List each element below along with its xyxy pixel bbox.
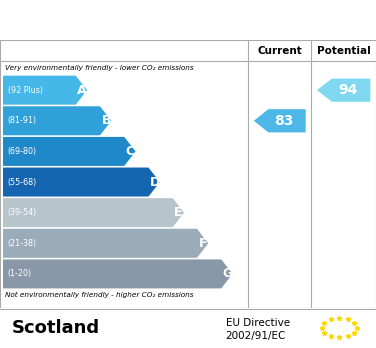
Text: (92 Plus): (92 Plus) bbox=[8, 86, 42, 95]
Text: (21-38): (21-38) bbox=[8, 239, 36, 248]
Text: F: F bbox=[199, 237, 207, 250]
Text: G: G bbox=[223, 267, 233, 280]
Text: E: E bbox=[174, 206, 183, 219]
Text: Environmental Impact (CO₂) Rating: Environmental Impact (CO₂) Rating bbox=[43, 13, 333, 27]
Text: C: C bbox=[126, 145, 135, 158]
Text: EU Directive: EU Directive bbox=[226, 318, 290, 328]
Text: (69-80): (69-80) bbox=[8, 147, 36, 156]
Text: Very environmentally friendly - lower CO₂ emissions: Very environmentally friendly - lower CO… bbox=[5, 65, 193, 71]
Text: (39-54): (39-54) bbox=[8, 208, 37, 217]
Text: Current: Current bbox=[257, 46, 302, 56]
Text: Potential: Potential bbox=[317, 46, 370, 56]
Polygon shape bbox=[3, 229, 208, 258]
Text: (1-20): (1-20) bbox=[8, 269, 32, 278]
Text: (81-91): (81-91) bbox=[8, 116, 36, 125]
Text: (55-68): (55-68) bbox=[8, 177, 37, 187]
Text: 94: 94 bbox=[338, 83, 358, 97]
Text: Not environmentally friendly - higher CO₂ emissions: Not environmentally friendly - higher CO… bbox=[5, 292, 193, 298]
Polygon shape bbox=[317, 79, 370, 102]
Polygon shape bbox=[3, 259, 232, 288]
Text: Scotland: Scotland bbox=[11, 319, 99, 337]
Polygon shape bbox=[254, 109, 306, 132]
Text: B: B bbox=[102, 114, 111, 127]
Polygon shape bbox=[3, 106, 111, 135]
Text: A: A bbox=[77, 84, 87, 97]
Polygon shape bbox=[3, 76, 87, 105]
Text: 2002/91/EC: 2002/91/EC bbox=[226, 331, 286, 341]
Polygon shape bbox=[3, 167, 160, 197]
Text: D: D bbox=[150, 175, 160, 189]
Polygon shape bbox=[3, 198, 184, 227]
Text: 83: 83 bbox=[274, 114, 294, 128]
Polygon shape bbox=[3, 137, 135, 166]
